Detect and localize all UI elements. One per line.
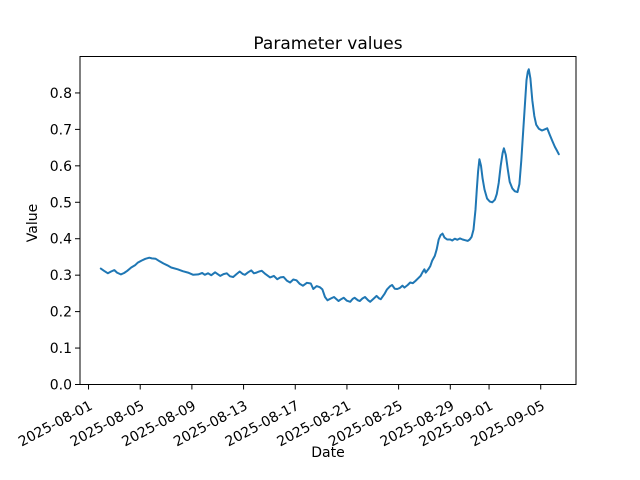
x-axis-label: Date	[311, 445, 345, 461]
y-tick-label: 0.7	[50, 122, 72, 138]
y-tick-label: 0.0	[50, 378, 72, 394]
y-tick-label: 0.8	[50, 86, 72, 102]
y-tick-label: 0.3	[50, 268, 72, 284]
y-tick-label: 0.6	[50, 159, 72, 175]
y-tick-label: 0.1	[50, 341, 72, 357]
y-axis-label: Value	[25, 203, 41, 243]
y-tick-label: 0.5	[50, 195, 72, 211]
y-tick-label: 0.2	[50, 305, 72, 321]
plot-frame	[79, 56, 577, 385]
data-line	[99, 68, 560, 303]
y-tick-label: 0.4	[50, 232, 72, 248]
chart-title: Parameter values	[253, 34, 403, 54]
